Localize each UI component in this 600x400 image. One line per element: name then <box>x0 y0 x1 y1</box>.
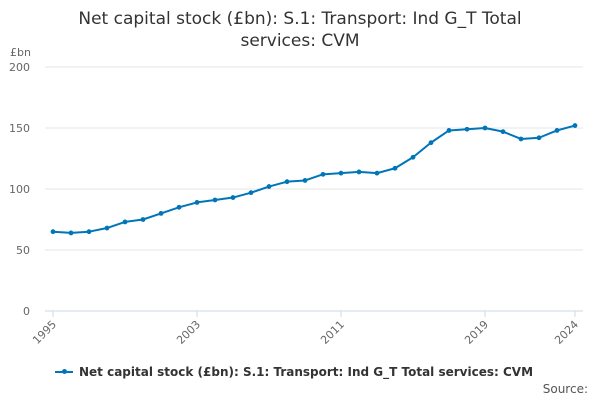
data-point <box>428 140 434 146</box>
y-tick-label: 150 <box>9 122 30 135</box>
chart-title-line-2: services: CVM <box>240 31 360 51</box>
data-point <box>554 128 560 133</box>
data-point <box>482 125 488 131</box>
x-tick-label: 1995 <box>30 318 59 347</box>
data-point <box>302 178 308 183</box>
y-tick-label: 0 <box>23 305 30 318</box>
data-point <box>284 179 290 185</box>
data-point <box>536 135 542 141</box>
data-point <box>104 225 110 231</box>
data-point <box>500 129 506 135</box>
data-point <box>86 229 92 235</box>
data-point <box>446 128 452 133</box>
x-tick-label: 2003 <box>174 318 203 347</box>
chart-title: Net capital stock (£bn): S.1: Transport:… <box>0 8 600 52</box>
data-point <box>356 169 362 175</box>
x-tick-label: 2024 <box>552 318 581 347</box>
data-point <box>572 123 578 128</box>
legend-label: Net capital stock (£bn): S.1: Transport:… <box>79 365 534 379</box>
data-point <box>518 136 524 142</box>
data-point <box>392 165 398 171</box>
data-point <box>374 170 380 176</box>
data-point <box>320 171 326 177</box>
data-point <box>338 170 344 176</box>
data-point <box>248 190 254 196</box>
data-point <box>158 211 164 216</box>
y-tick-label: 100 <box>9 183 30 196</box>
x-tick-label: 2011 <box>318 318 347 347</box>
data-point <box>410 154 416 160</box>
data-point <box>464 126 470 132</box>
y-axis-label: £bn <box>10 46 31 59</box>
y-tick-label: 200 <box>9 61 30 74</box>
legend-item[interactable]: Net capital stock (£bn): S.1: Transport:… <box>55 365 533 379</box>
data-point <box>194 200 200 205</box>
data-point <box>266 184 272 189</box>
data-point <box>176 204 182 210</box>
data-point <box>212 197 218 203</box>
data-point <box>68 230 74 236</box>
x-tick-label: 2019 <box>462 318 491 347</box>
chart-title-line-1: Net capital stock (£bn): S.1: Transport:… <box>78 9 522 29</box>
y-tick-label: 50 <box>16 244 30 257</box>
data-point <box>122 219 128 225</box>
legend-line-marker-icon <box>55 366 73 378</box>
source-note: Source: <box>542 382 588 396</box>
data-point <box>50 229 56 235</box>
series-line <box>52 124 576 234</box>
data-point <box>140 217 146 222</box>
data-point <box>230 195 236 200</box>
